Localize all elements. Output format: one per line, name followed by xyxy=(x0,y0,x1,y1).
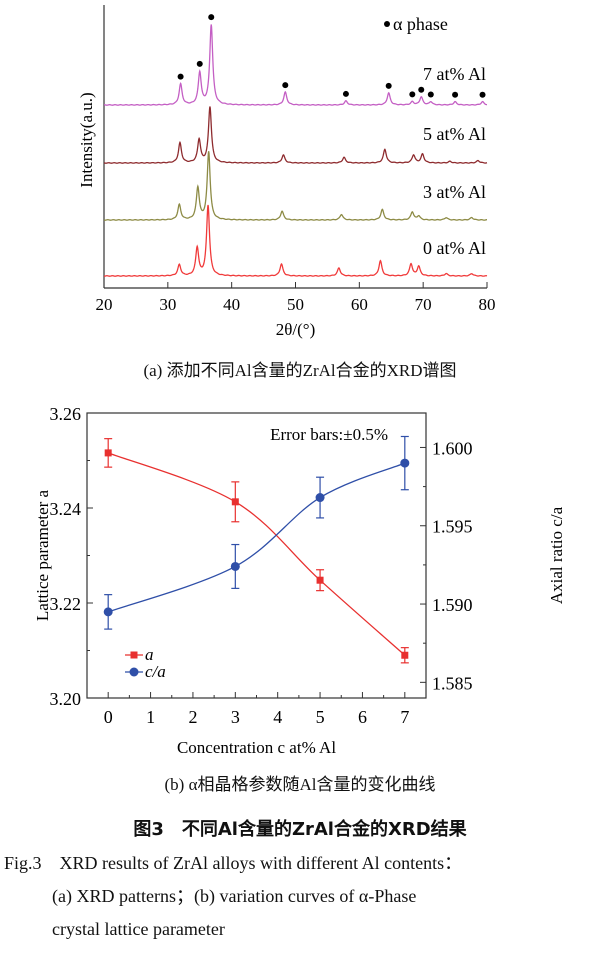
x-tick-label: 50 xyxy=(287,295,304,314)
series-label: 7 at% Al xyxy=(423,64,486,84)
legend-marker-square xyxy=(130,651,138,659)
figure-caption-en-line1: Fig.3 XRD results of ZrAl alloys with di… xyxy=(4,853,463,873)
figure-caption-en: Fig.3 XRD results of ZrAl alloys with di… xyxy=(4,847,600,946)
figure-title-cn: 图3 不同Al含量的ZrAl合金的XRD结果 xyxy=(133,819,467,840)
y-right-tick-label: 1.585 xyxy=(432,673,473,693)
x-tick-label: 4 xyxy=(273,707,282,727)
alpha-phase-marker xyxy=(385,82,392,89)
alpha-phase-marker xyxy=(208,14,215,21)
series-label: 3 at% Al xyxy=(423,182,486,202)
legend-label: a xyxy=(145,645,154,664)
y-right-axis-label: Axial ratio c/a xyxy=(547,506,566,604)
data-point-circle xyxy=(103,607,113,617)
y-left-axis-label: Lattice parameter a xyxy=(33,489,52,621)
x-tick-label: 80 xyxy=(479,295,496,314)
alpha-phase-marker xyxy=(418,86,425,93)
data-point-circle xyxy=(315,493,325,503)
data-point-square xyxy=(401,651,409,659)
x-tick-label: 5 xyxy=(316,707,325,727)
x-tick-label: 1 xyxy=(146,707,155,727)
fit-curve-a xyxy=(107,452,406,656)
alpha-phase-marker xyxy=(479,91,486,98)
xrd-pattern-line xyxy=(103,204,488,277)
x-tick-label: 70 xyxy=(415,295,432,314)
caption-b: (b) α相晶格参数随Al含量的变化曲线 xyxy=(164,775,436,794)
x-axis-label: Concentration c at% Al xyxy=(177,738,336,757)
x-tick-label: 7 xyxy=(400,707,409,727)
figure-caption-en-line2: (a) XRD patterns；(b) variation curves of… xyxy=(52,886,417,906)
alpha-phase-marker xyxy=(342,90,349,97)
legend-alpha-label: α phase xyxy=(393,14,448,34)
y-left-tick-label: 3.22 xyxy=(50,594,82,614)
y-left-tick-label: 3.26 xyxy=(50,404,82,424)
x-axis-label: 2θ/(°) xyxy=(276,320,316,339)
figure-caption-en-line3: crystal lattice parameter xyxy=(52,919,225,939)
series-label: 0 at% Al xyxy=(423,238,486,258)
x-tick-label: 40 xyxy=(223,295,240,314)
x-tick-label: 3 xyxy=(231,707,240,727)
error-bars-annotation: Error bars:±0.5% xyxy=(270,425,388,444)
alpha-phase-marker xyxy=(282,82,289,89)
legend-label: c/a xyxy=(145,662,166,681)
data-point-square xyxy=(104,449,112,457)
x-tick-label: 2 xyxy=(188,707,197,727)
xrd-pattern-line xyxy=(103,106,488,164)
x-tick-label: 60 xyxy=(351,295,368,314)
legend-alpha-marker xyxy=(384,21,390,27)
y-axis-label: Intensity(a.u.) xyxy=(77,92,96,187)
alpha-phase-marker xyxy=(177,73,184,80)
x-tick-label: 20 xyxy=(96,295,113,314)
data-point-circle xyxy=(400,458,410,468)
alpha-phase-marker xyxy=(427,91,434,98)
legend-marker-circle xyxy=(129,667,139,677)
xrd-pattern-line xyxy=(103,151,487,221)
y-right-tick-label: 1.600 xyxy=(432,438,473,458)
data-point-square xyxy=(316,576,324,584)
caption-a: (a) 添加不同Al含量的ZrAl合金的XRD谱图 xyxy=(143,361,457,380)
x-tick-label: 30 xyxy=(159,295,176,314)
data-point-circle xyxy=(230,561,240,571)
alpha-phase-marker xyxy=(196,60,203,67)
x-tick-label: 6 xyxy=(358,707,367,727)
data-point-square xyxy=(231,498,239,506)
xrd-pattern-line xyxy=(103,24,488,106)
series-label: 5 at% Al xyxy=(423,124,486,144)
y-left-tick-label: 3.24 xyxy=(50,499,82,519)
alpha-phase-marker xyxy=(409,91,416,98)
y-right-tick-label: 1.590 xyxy=(432,595,473,615)
y-right-tick-label: 1.595 xyxy=(432,517,473,537)
fit-curve-c-a xyxy=(107,462,406,613)
x-tick-label: 0 xyxy=(104,707,113,727)
alpha-phase-marker xyxy=(452,91,459,98)
y-left-tick-label: 3.20 xyxy=(50,689,82,709)
